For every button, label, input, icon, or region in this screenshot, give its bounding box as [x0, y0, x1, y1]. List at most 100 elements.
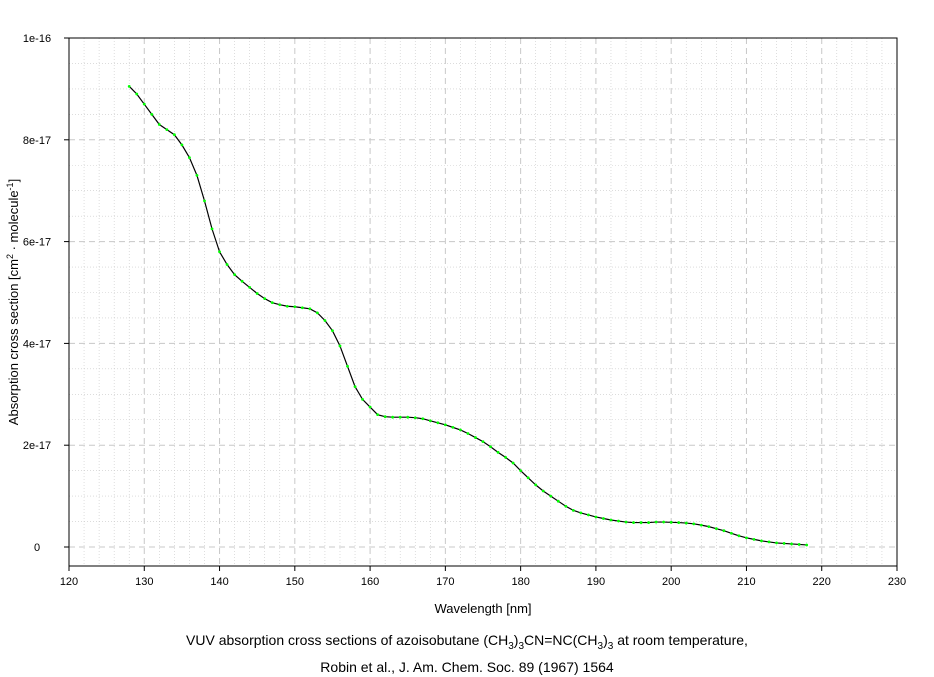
y-tick-label: 2e-17: [23, 440, 51, 452]
y-axis-label-end: ]: [6, 179, 21, 183]
caption-text: ): [513, 632, 519, 648]
axis-ticks: [64, 37, 898, 571]
y-tick-label: 4e-17: [23, 338, 51, 350]
x-tick-label: 120: [60, 576, 78, 588]
x-tick-label: 150: [286, 576, 304, 588]
x-tick-label: 160: [361, 576, 379, 588]
caption-text: at room temperature,: [613, 632, 748, 648]
data-point: [308, 307, 312, 311]
data-point: [127, 84, 131, 88]
data-point: [617, 519, 620, 523]
data-point: [714, 527, 718, 531]
grid-lines: [68, 37, 898, 566]
data-point: [474, 436, 477, 439]
data-point: [571, 508, 575, 512]
data-point: [669, 520, 673, 524]
data-point: [157, 123, 161, 126]
data-point: [331, 329, 334, 333]
data-point: [549, 494, 553, 498]
plot-frame: [68, 37, 898, 567]
data-point: [699, 523, 703, 527]
data-point: [451, 425, 455, 429]
data-point: [481, 440, 485, 444]
data-point: [797, 543, 801, 546]
data-point: [270, 301, 274, 305]
data-point: [391, 415, 395, 419]
data-point: [180, 143, 184, 147]
data-point: [752, 537, 756, 541]
data-point: [203, 199, 206, 203]
y-tick-label: 1e-16: [23, 33, 51, 45]
data-point: [218, 250, 221, 254]
y-tick-label: 8e-17: [23, 135, 51, 147]
data-point: [677, 521, 681, 524]
data-point: [413, 416, 417, 420]
data-point: [300, 306, 304, 310]
caption-subscript: 3: [607, 640, 614, 652]
data-point: [459, 428, 462, 432]
x-tick-labels: 120 130 140 150 160 170 180 190 200 210 220 230: [60, 576, 906, 588]
x-tick-label: 230: [888, 576, 906, 588]
data-point: [654, 520, 658, 524]
data-point: [504, 456, 507, 459]
data-point: [586, 513, 590, 517]
data-point: [647, 521, 650, 524]
x-axis-label: Wavelength [nm]: [434, 601, 531, 616]
data-point: [368, 405, 372, 409]
caption-subscript: 3: [508, 640, 514, 652]
series-line: [128, 85, 807, 546]
data-point: [466, 432, 470, 435]
x-tick-label: 140: [210, 576, 228, 588]
caption-line-1: VUV absorption cross sections of azoisob…: [0, 630, 934, 657]
data-point: [165, 128, 169, 132]
x-tick-label: 190: [587, 576, 605, 588]
data-point: [142, 102, 146, 106]
data-point: [346, 364, 349, 368]
data-point: [285, 304, 289, 308]
data-point: [745, 536, 748, 540]
data-point: [293, 305, 297, 309]
data-point: [534, 483, 538, 487]
data-point: [353, 385, 357, 389]
data-point: [579, 511, 583, 515]
data-point: [248, 286, 252, 289]
data-point: [564, 504, 568, 508]
y-axis-label: Absorption cross section [cm2 · molecule…: [5, 179, 21, 425]
data-point: [722, 529, 726, 533]
y-tick-labels: 0 2e-17 4e-17 6e-17 8e-17 1e-16: [23, 33, 51, 554]
data-point: [255, 292, 259, 295]
data-point: [188, 156, 191, 160]
data-point: [609, 518, 613, 522]
data-point: [594, 515, 598, 519]
data-point: [541, 489, 545, 493]
data-point: [737, 534, 741, 538]
data-point: [278, 303, 282, 307]
x-tick-label: 170: [436, 576, 454, 588]
data-point: [496, 450, 500, 454]
data-point: [556, 499, 560, 503]
data-point: [602, 517, 605, 520]
data-point: [632, 521, 635, 524]
y-tick-label: 6e-17: [23, 237, 51, 249]
series-markers: [127, 84, 809, 547]
y-axis-label-mid: · molecule: [6, 190, 21, 254]
data-point: [316, 311, 319, 315]
data-point: [323, 319, 327, 322]
data-point: [398, 415, 402, 419]
caption-text: CN=NC(CH: [524, 632, 598, 648]
data-point: [210, 227, 214, 231]
data-point: [361, 397, 364, 401]
y-tick-label: 0: [34, 542, 40, 554]
data-point: [135, 92, 139, 96]
chart: 120 130 140 150 160 170 180 190 200 210 220 230 0 2e…: [5, 33, 906, 616]
data-point: [526, 476, 530, 480]
data-point: [421, 417, 425, 421]
x-tick-label: 200: [662, 576, 680, 588]
data-point: [428, 419, 432, 423]
y-axis-label-main: Absorption cross section [cm: [6, 259, 21, 425]
y-axis-label-sup-2: -1: [5, 182, 15, 190]
data-point: [782, 542, 786, 545]
caption-text: ): [603, 632, 608, 648]
caption-subscript: 3: [518, 640, 525, 652]
x-tick-label: 180: [511, 576, 529, 588]
